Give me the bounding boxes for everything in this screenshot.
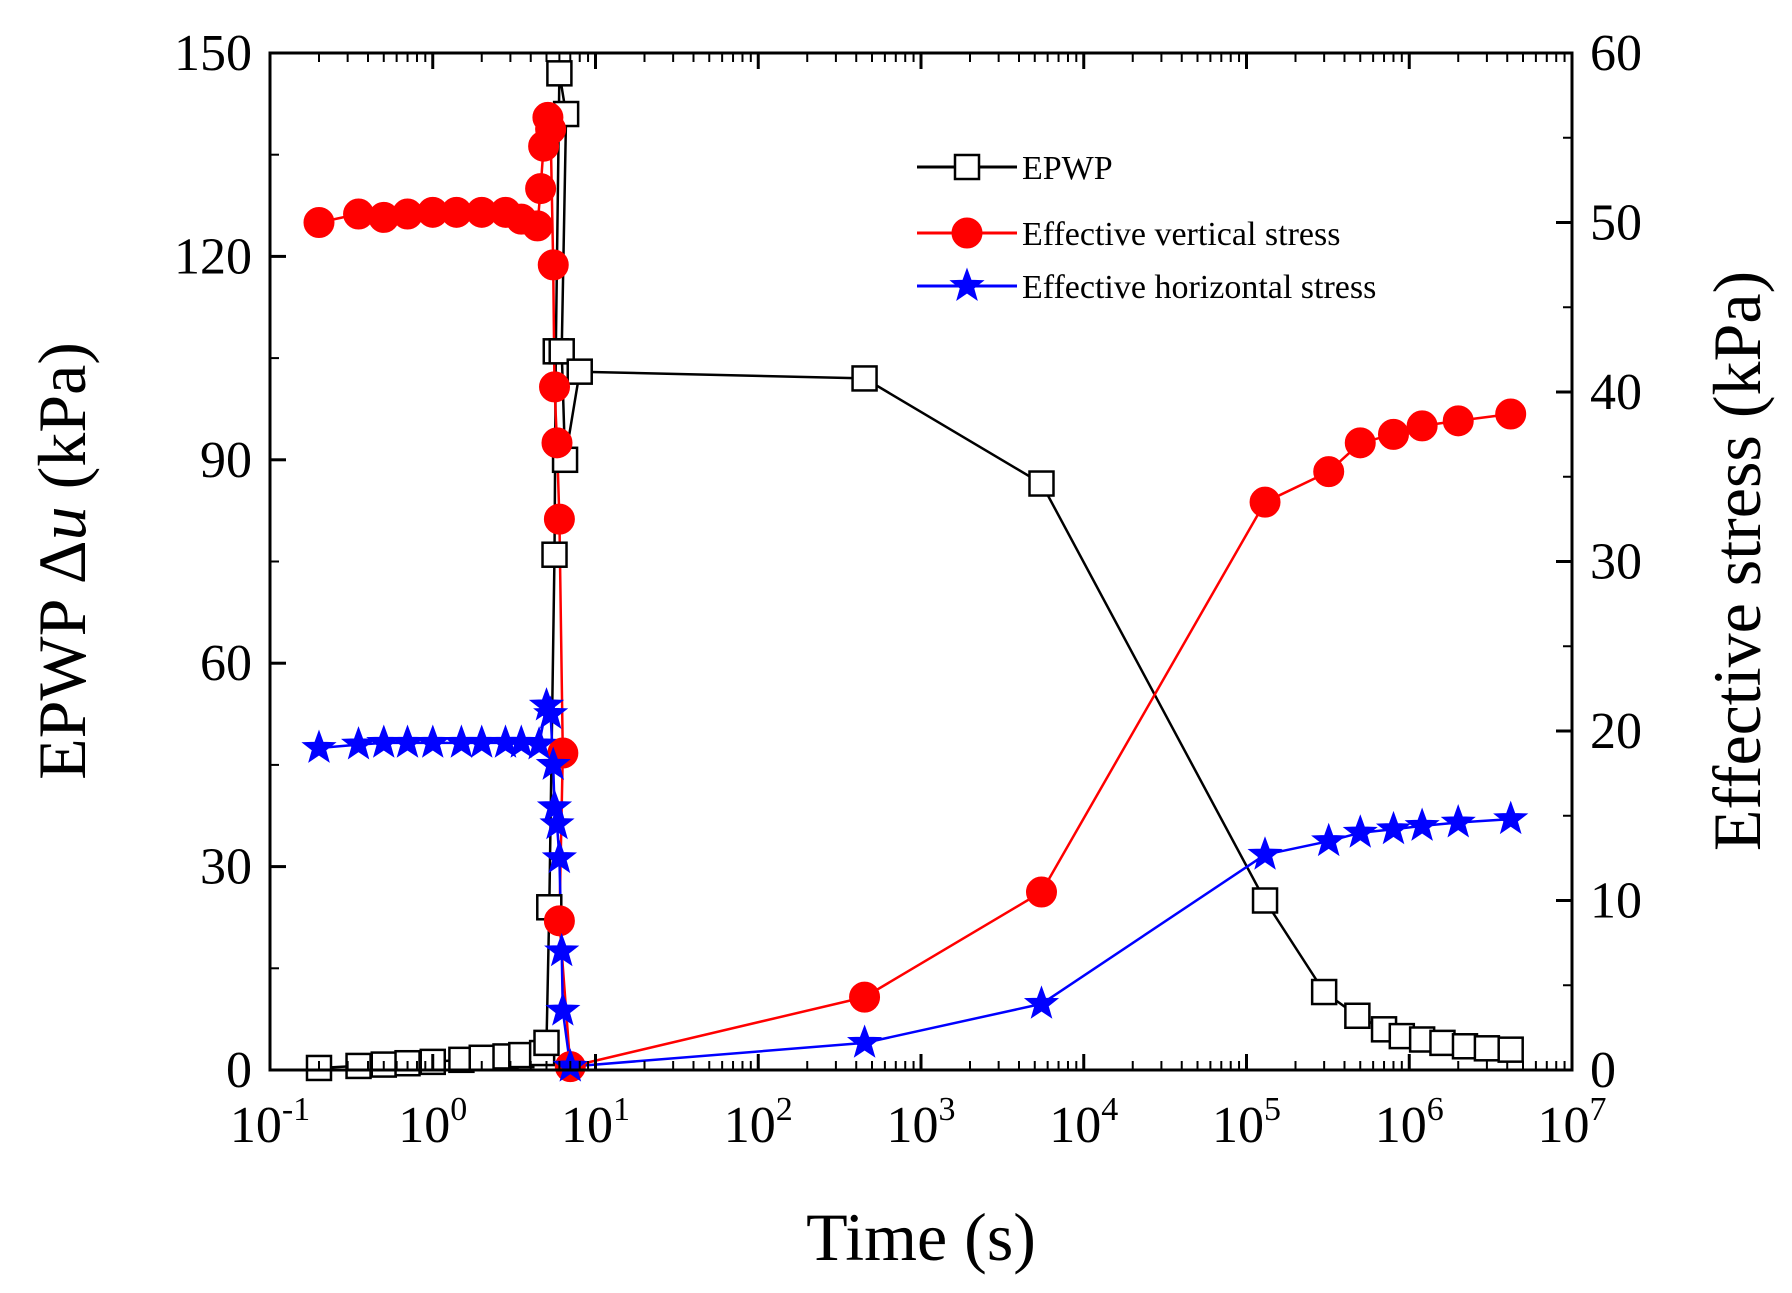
y-right-tick-label: 10 (1590, 873, 1642, 930)
epwp-point (1251, 887, 1279, 914)
effective-vertical-stress-point (1406, 410, 1438, 442)
effective-horizontal-stress-point (535, 746, 571, 780)
y-left-tick-label: 30 (200, 839, 252, 896)
y-axis-left: 0 30 60 90 120 150 (174, 25, 286, 1099)
epwp-point (1310, 978, 1338, 1006)
effective-horizontal-stress-point (539, 805, 575, 840)
effective-vertical-stress-point (537, 249, 569, 281)
effective-vertical-stress-point (303, 207, 335, 238)
legend-label: Effective vertical stress (1022, 216, 1340, 253)
y-left-tick-label: 150 (174, 25, 252, 82)
legend-label: Effective horizontal stress (1022, 269, 1376, 306)
x-tick-label: 100 (398, 1091, 467, 1154)
effective-vertical-stress-point (1495, 398, 1527, 430)
epwp-point (1451, 1033, 1479, 1060)
y-right-tick-label: 60 (1590, 25, 1642, 82)
effective-horizontal-stress-point (847, 1024, 883, 1058)
x-tick-label: 107 (1538, 1091, 1607, 1154)
epwp-point (546, 60, 573, 87)
epwp-point (541, 541, 568, 568)
y-left-title-var: u (24, 506, 100, 540)
effective-horizontal-stress-point (1342, 814, 1378, 848)
x-axis: 10-1 100 101 102 103 104 105 106 107 (230, 53, 1607, 1154)
x-tick-label: 10-1 (230, 1091, 310, 1154)
effective-vertical-stress-point (1313, 456, 1345, 488)
effective-horizontal-stress-point (541, 839, 577, 874)
effective-vertical-stress-point (1442, 405, 1474, 437)
epwp-point (533, 1029, 560, 1057)
epwp-point (305, 1054, 333, 1082)
legend-marker (951, 217, 983, 249)
epwp-point (1344, 1002, 1371, 1030)
effective-horizontal-stress-point (545, 992, 581, 1026)
effective-vertical-stress-point (539, 371, 571, 403)
effective-horizontal-stress-point (503, 724, 539, 758)
effective-vertical-stress-point (849, 981, 881, 1013)
y-left-tick-label: 120 (174, 228, 252, 285)
effective-horizontal-stress-point (1247, 836, 1283, 870)
x-tick-label: 105 (1212, 1091, 1281, 1154)
y-right-tick-label: 30 (1590, 534, 1642, 591)
effective-vertical-stress-point (1249, 486, 1281, 518)
y-left-tick-label: 90 (200, 432, 252, 489)
epwp-point (566, 358, 593, 385)
effective-horizontal-stress-point (533, 695, 569, 729)
epwp-point (1028, 470, 1055, 497)
effective-horizontal-stress-point (544, 932, 580, 967)
effective-horizontal-stress-point (301, 729, 337, 763)
effective-vertical-stress-point (543, 905, 575, 937)
effective-vertical-stress-point (1377, 418, 1409, 450)
epwp-point (1429, 1029, 1456, 1057)
effective-vertical-stress-point (543, 503, 575, 535)
effective-vertical-stress-point (535, 113, 567, 145)
y-right-tick-label: 20 (1590, 703, 1642, 760)
x-tick-label: 102 (724, 1091, 793, 1154)
epwp-point (851, 365, 878, 392)
epwp-point (1497, 1036, 1524, 1063)
effective-horizontal-stress-point (1404, 807, 1440, 841)
y-right-tick-label: 0 (1590, 1042, 1616, 1099)
effective-vertical-stress-point (521, 210, 553, 242)
y-right-tick-label: 40 (1590, 364, 1642, 421)
effective-vertical-stress-point (541, 427, 573, 459)
epwp-point (345, 1052, 372, 1080)
effective-horizontal-stress-point (1023, 985, 1060, 1019)
y-axis-right-title: Effective stress (kPa) (1699, 271, 1775, 851)
legend-label: EPWP (1022, 150, 1113, 187)
x-tick-label: 106 (1375, 1091, 1444, 1154)
y-right-tick-label: 50 (1590, 195, 1642, 252)
series-markers (301, 60, 1529, 1083)
y-axis-right: 0 10 20 30 40 50 60 (1556, 25, 1642, 1099)
x-tick-label: 101 (561, 1091, 630, 1154)
effective-horizontal-stress-point (1493, 800, 1529, 835)
y-left-tick-label: 0 (226, 1042, 252, 1099)
effective-horizontal-stress-point (1440, 804, 1476, 838)
effective-vertical-stress-point (1344, 427, 1376, 459)
y-left-title-prefix: EPWP Δ (24, 540, 100, 780)
epwp-point (1473, 1035, 1501, 1062)
legend: EPWP Effective vertical stress Effective h… (917, 150, 1376, 306)
x-axis-title: Time (s) (806, 1199, 1036, 1275)
effective-horizontal-stress-point (1375, 810, 1411, 845)
legend-marker (949, 267, 985, 301)
effective-vertical-stress-point (1025, 876, 1057, 908)
y-left-title-suffix: (kPa) (24, 342, 100, 506)
x-tick-label: 103 (887, 1091, 956, 1154)
y-left-tick-label: 60 (200, 635, 252, 692)
y-axis-left-title: EPWP Δu (kPa) (24, 342, 100, 780)
effective-horizontal-stress-point (1311, 822, 1347, 857)
x-tick-label: 104 (1049, 1091, 1118, 1154)
effective-vertical-stress-point (525, 173, 557, 205)
effective-horizontal-stress-point (521, 726, 557, 760)
legend-marker (953, 153, 981, 181)
